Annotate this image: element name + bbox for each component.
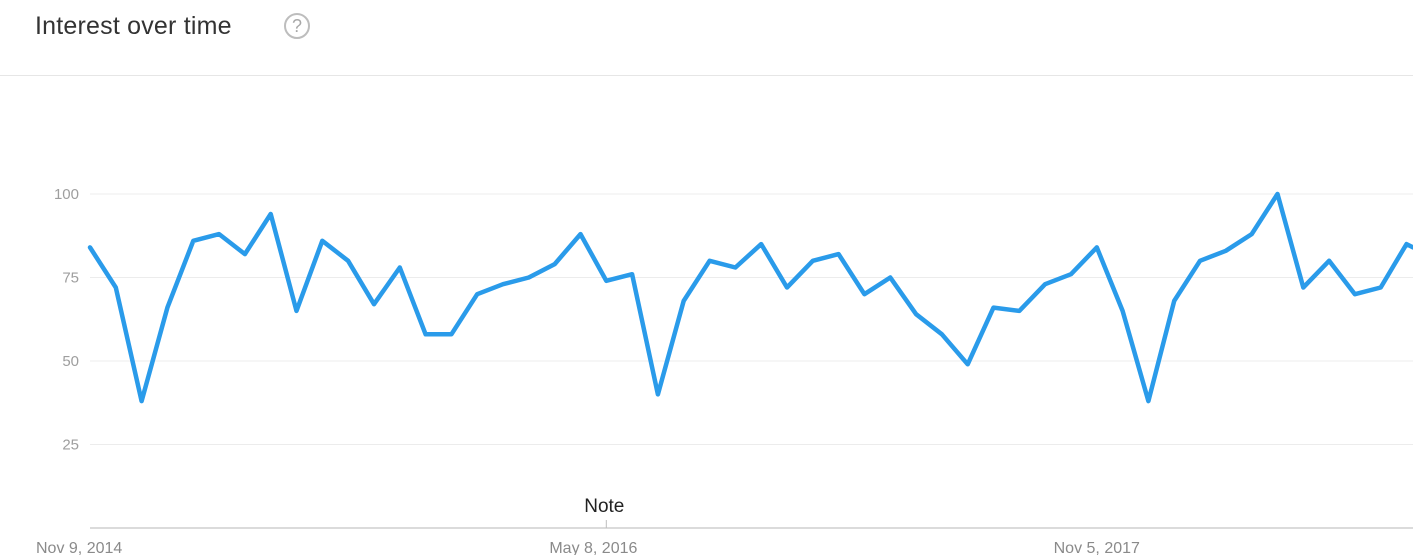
x-tick-label-1: May 8, 2016	[549, 540, 637, 555]
annotation-group: Note	[584, 496, 624, 528]
y-axis-ticks: 25 50 75 100	[54, 186, 79, 454]
question-circle-icon[interactable]: ?	[284, 13, 310, 39]
x-tick-label-2: Nov 5, 2017	[1054, 540, 1140, 555]
y-tick-label-25: 25	[62, 437, 79, 454]
annotation-note-label-0[interactable]: Note	[584, 496, 624, 517]
y-tick-label-100: 100	[54, 186, 79, 203]
y-tick-label-50: 50	[62, 353, 79, 370]
x-axis-ticks: Nov 9, 2014 May 8, 2016 Nov 5, 2017	[36, 540, 1140, 555]
series-line-0	[87, 191, 1413, 404]
chart-header: Interest over time ?	[0, 0, 1413, 76]
x-tick-label-0: Nov 9, 2014	[36, 540, 122, 555]
chart-gridlines	[90, 193, 1413, 445]
y-tick-label-75: 75	[62, 270, 79, 287]
chart-title: Interest over time	[35, 12, 232, 40]
series-line-group	[87, 191, 1413, 404]
